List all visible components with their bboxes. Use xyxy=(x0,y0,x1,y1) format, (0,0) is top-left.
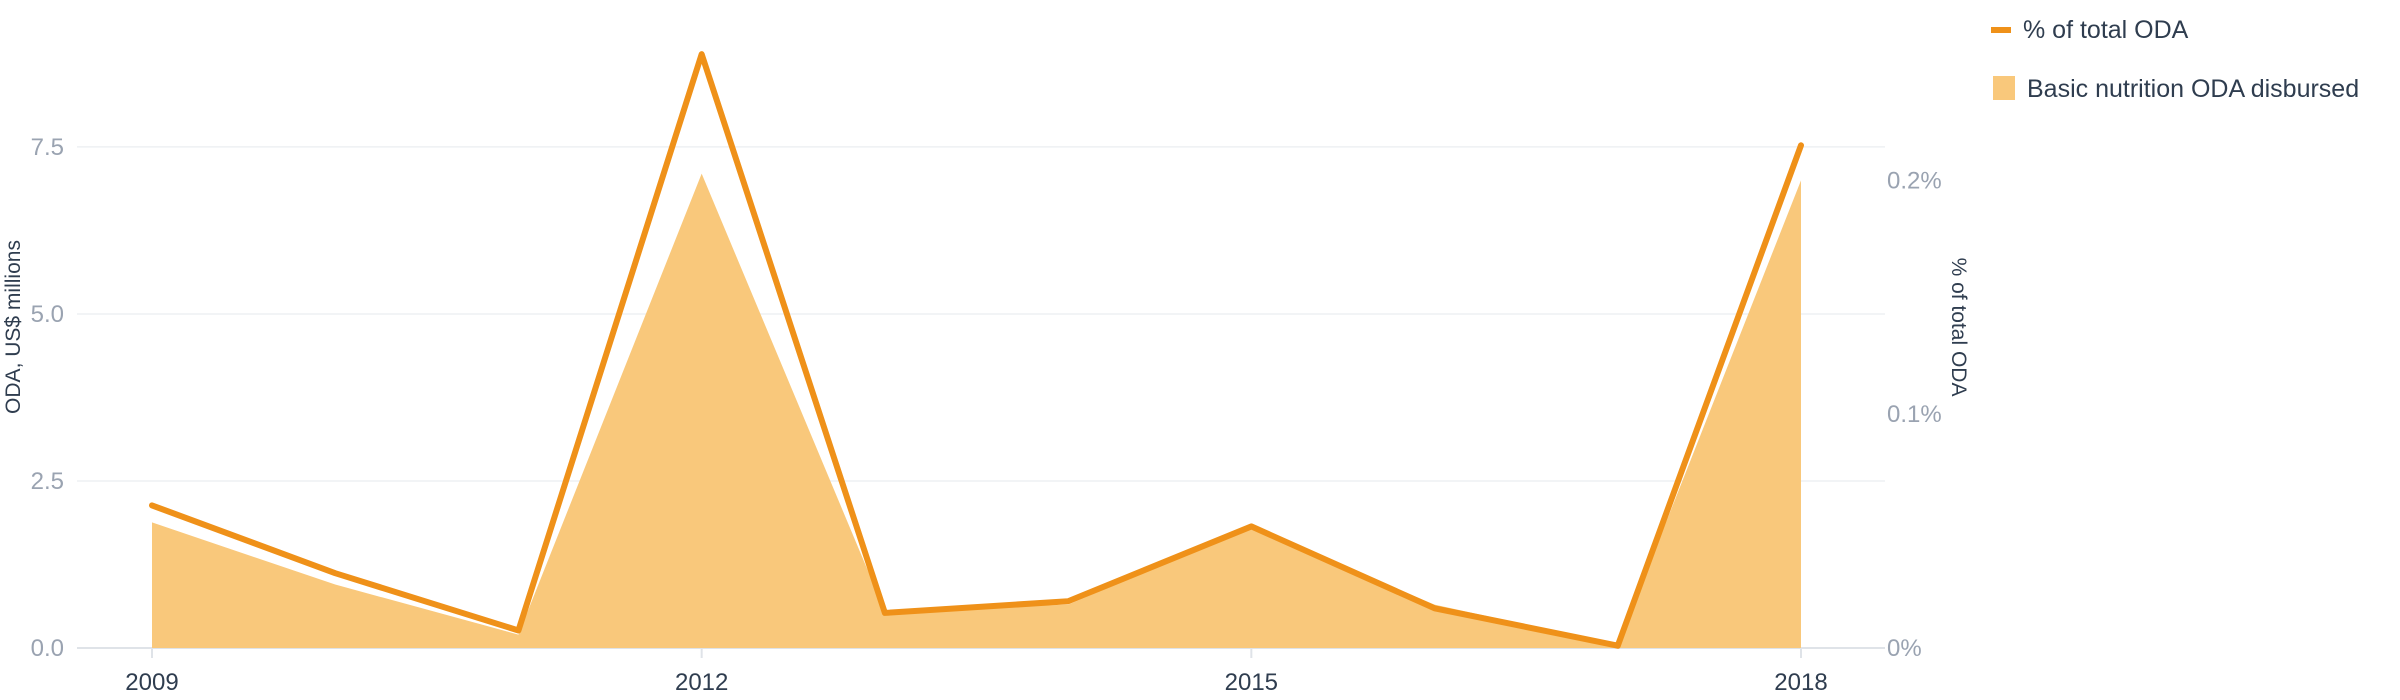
area-basic-nutrition-oda[interactable] xyxy=(152,173,1801,648)
x-tick-label: 2009 xyxy=(125,669,178,696)
legend-label-percent-oda: % of total ODA xyxy=(2023,16,2189,44)
right-tick-label: 0% xyxy=(1887,635,1922,662)
legend-label-basic-nutrition: Basic nutrition ODA disbursed xyxy=(2027,75,2359,103)
line-percent-of-total-oda[interactable] xyxy=(149,51,1804,649)
legend-item-percent-oda[interactable]: % of total ODA xyxy=(1991,16,2189,44)
gridlines xyxy=(77,146,1885,649)
x-axis-ticks: 2009 2012 2015 2018 xyxy=(125,648,1828,696)
left-axis-ticks: 0.0 2.5 5.0 7.5 xyxy=(31,134,64,662)
left-tick-label: 2.5 xyxy=(31,468,64,495)
right-tick-label: 0.1% xyxy=(1887,401,1942,428)
left-tick-label: 0.0 xyxy=(31,635,64,662)
x-tick-label: 2018 xyxy=(1774,669,1827,696)
legend-item-basic-nutrition[interactable]: Basic nutrition ODA disbursed xyxy=(1993,75,2359,103)
right-axis-ticks: 0% 0.1% 0.2% xyxy=(1887,167,1942,662)
left-tick-label: 7.5 xyxy=(31,134,64,161)
right-tick-label: 0.2% xyxy=(1887,167,1942,194)
x-tick-label: 2012 xyxy=(675,669,728,696)
left-tick-label: 5.0 xyxy=(31,301,64,328)
left-axis-label: ODA, US$ millions xyxy=(2,240,25,414)
legend-square-swatch xyxy=(1993,76,2015,100)
x-tick-label: 2015 xyxy=(1225,669,1278,696)
right-axis-label: % of total ODA xyxy=(1947,258,1970,397)
legend: % of total ODA Basic nutrition ODA disbu… xyxy=(1991,16,2359,103)
area-series xyxy=(152,173,1801,648)
line-series xyxy=(149,51,1804,649)
